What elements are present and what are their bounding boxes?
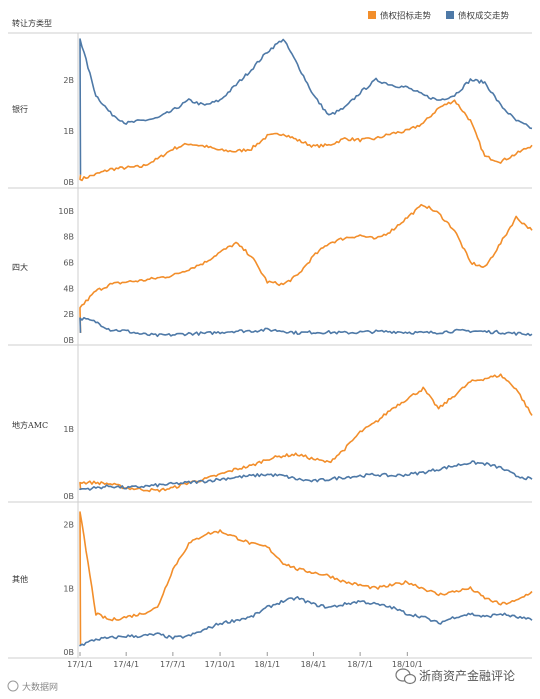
y-tick-label: 0B [63, 336, 74, 345]
x-tick-label: 17/1/1 [67, 660, 93, 669]
x-tick-label: 18/10/1 [392, 660, 423, 669]
panel-4: 其他 0B 1B 2B [12, 511, 533, 657]
x-tick-label: 18/1/1 [254, 660, 280, 669]
wechat-icon [395, 668, 417, 685]
y-tick-label: 1B [63, 127, 74, 136]
watermark-right-text: 浙商资产金融评论 [419, 668, 515, 683]
watermark-logo-icon [7, 680, 19, 692]
series-line-deal [79, 316, 533, 338]
y-tick-label: 6B [63, 259, 74, 268]
legend: 债权招标走势 债权成交走势 [368, 11, 510, 22]
legend-label-deal: 债权成交走势 [458, 11, 510, 22]
panel-label: 地方AMC [12, 420, 48, 430]
series-line-deal [79, 38, 533, 175]
series-line-bid [79, 99, 533, 182]
x-tick-label: 18/4/1 [301, 660, 327, 669]
y-tick-label: 8B [63, 233, 74, 242]
panel-2: 四大 0B 2B 4B 6B 8B 10B [12, 203, 533, 345]
x-tick-label: 17/7/1 [160, 660, 186, 669]
chart-panels: 银行 0B 1B 2B 四大 0B 2B 4B 6B 8B 10B 地方AMC 0B 1B 其他 0B 1B 2B [12, 38, 533, 657]
y-tick-label: 2B [63, 310, 74, 319]
panel-3: 地方AMC 0B 1B [12, 373, 533, 501]
series-line-bid [79, 511, 533, 646]
series-line-deal [79, 596, 533, 647]
y-tick-label: 10B [58, 207, 74, 216]
x-tick-label: 18/7/1 [347, 660, 373, 669]
y-tick-label: 0B [63, 492, 74, 501]
watermark-left: 大数据网 [7, 680, 58, 693]
watermark-right: 浙商资产金融评论 [395, 668, 515, 685]
dimension-header: 转让方类型 [12, 18, 52, 28]
panel-label: 银行 [12, 104, 28, 114]
x-axis: 17/1/1 17/4/1 17/7/1 17/10/1 18/1/1 18/4/1 18/… [67, 652, 423, 669]
y-tick-label: 4B [63, 284, 74, 293]
series-line-bid [79, 203, 533, 333]
legend-swatch-deal [446, 11, 454, 19]
y-tick-label: 1B [63, 584, 74, 593]
legend-swatch-bid [368, 11, 376, 19]
series-line-bid [79, 373, 533, 493]
legend-label-bid: 债权招标走势 [380, 11, 432, 22]
panel-frames [8, 32, 532, 659]
series-line-deal [79, 460, 533, 491]
y-tick-label: 2B [63, 76, 74, 85]
y-tick-label: 0B [63, 648, 74, 657]
y-tick-label: 0B [63, 178, 74, 187]
x-tick-label: 17/4/1 [113, 660, 139, 669]
panel-1: 银行 0B 1B 2B [12, 38, 533, 187]
watermark-left-text: 大数据网 [22, 681, 58, 693]
y-tick-label: 1B [63, 425, 74, 434]
y-tick-label: 2B [63, 521, 74, 530]
x-tick-label: 17/10/1 [205, 660, 236, 669]
panel-label: 四大 [12, 262, 28, 272]
panel-label: 其他 [12, 574, 28, 584]
